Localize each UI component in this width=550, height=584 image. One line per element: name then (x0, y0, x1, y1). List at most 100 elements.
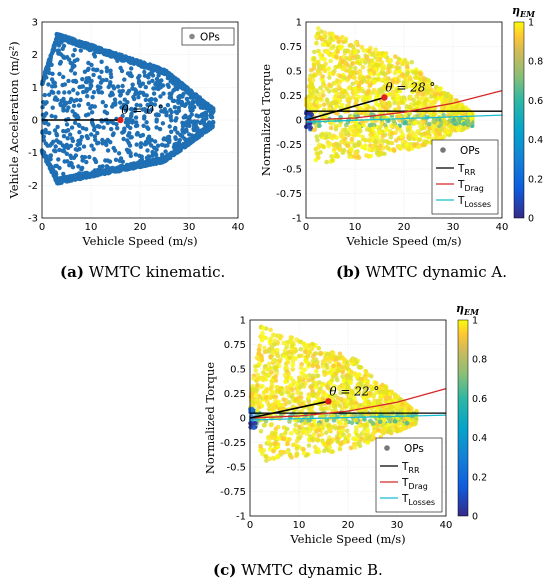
op-point (106, 84, 111, 90)
op-point (396, 56, 401, 62)
op-point (382, 122, 388, 128)
op-point (174, 116, 179, 121)
op-point (61, 96, 66, 102)
op-point (399, 134, 404, 140)
op-point (375, 51, 381, 57)
op-point (95, 124, 101, 129)
op-point (408, 94, 413, 100)
op-point (147, 140, 152, 145)
op-point (271, 448, 276, 454)
op-point (138, 141, 144, 146)
op-point (171, 150, 177, 155)
op-point (396, 94, 401, 99)
op-point (62, 102, 67, 108)
op-point (335, 142, 340, 147)
op-point (318, 132, 324, 138)
op-point (208, 125, 213, 130)
op-point (328, 58, 334, 64)
op-point (465, 118, 471, 124)
op-point (172, 105, 178, 110)
theta-annotation: θ = 0 ° (121, 103, 163, 117)
op-point (185, 138, 190, 143)
op-point (86, 112, 91, 117)
op-point (113, 51, 118, 56)
y-tick-label: -3 (28, 214, 38, 225)
op-point (153, 139, 158, 144)
op-point (345, 143, 351, 148)
op-point (354, 432, 360, 438)
op-point (177, 93, 182, 99)
op-point (141, 123, 146, 128)
x-tick-label: 40 (232, 222, 245, 233)
op-point (376, 152, 381, 158)
op-point (124, 147, 130, 152)
op-point (149, 101, 154, 106)
op-point (71, 38, 77, 43)
op-point (61, 108, 66, 113)
op-point (266, 406, 272, 412)
op-point (88, 105, 93, 111)
op-point (320, 438, 325, 443)
op-point (126, 140, 131, 146)
op-point (46, 82, 51, 87)
op-point (89, 110, 95, 115)
op-point (76, 164, 81, 169)
op-point (443, 120, 449, 125)
op-point (390, 131, 395, 136)
x-tick-label: 30 (447, 222, 460, 233)
op-point (40, 79, 45, 84)
op-point (86, 76, 92, 81)
op-point (40, 112, 46, 118)
op-point (258, 429, 264, 434)
op-point (136, 75, 141, 81)
op-point (67, 175, 73, 180)
op-point (268, 354, 273, 360)
op-point (385, 70, 391, 75)
x-axis-label: Vehicle Speed (m/s) (345, 234, 461, 248)
op-point (116, 169, 121, 174)
op-point (448, 127, 453, 133)
op-point (290, 442, 296, 448)
op-point (352, 133, 357, 138)
op-point (154, 117, 159, 122)
op-point (350, 44, 356, 50)
op-point (174, 144, 179, 150)
op-point (187, 114, 192, 120)
op-point (328, 46, 334, 51)
op-point (258, 384, 264, 390)
op-point (149, 96, 154, 102)
op-point (354, 60, 360, 65)
op-point (179, 99, 185, 105)
x-tick-label: 10 (85, 222, 98, 233)
op-point (418, 123, 423, 129)
op-point (209, 108, 214, 113)
op-point (64, 122, 70, 127)
op-point (394, 138, 399, 143)
op-point (139, 157, 145, 162)
op-point (356, 140, 362, 145)
op-point (136, 79, 142, 84)
op-point (73, 153, 79, 158)
op-point (99, 49, 105, 54)
op-point (67, 132, 73, 137)
chart-c: θ = 22 °0 10 20 30 40-1-0.75-0.5-0.2500.250.… (203, 302, 487, 546)
op-point (160, 152, 165, 157)
op-point (272, 441, 278, 446)
op-point (93, 68, 99, 73)
op-point (152, 102, 157, 107)
op-point (318, 95, 323, 101)
op-point (268, 422, 274, 428)
op-point (260, 325, 266, 331)
op-point (118, 158, 124, 163)
op-point (326, 100, 331, 106)
op-point (267, 339, 273, 345)
op-point (111, 84, 116, 89)
op-point (153, 81, 159, 86)
op-point (70, 61, 75, 67)
op-point (310, 388, 315, 393)
op-point (67, 163, 72, 168)
theta-annotation: θ = 28 ° (385, 80, 435, 94)
op-point (134, 161, 139, 166)
op-point (270, 455, 276, 461)
op-point (167, 95, 172, 100)
